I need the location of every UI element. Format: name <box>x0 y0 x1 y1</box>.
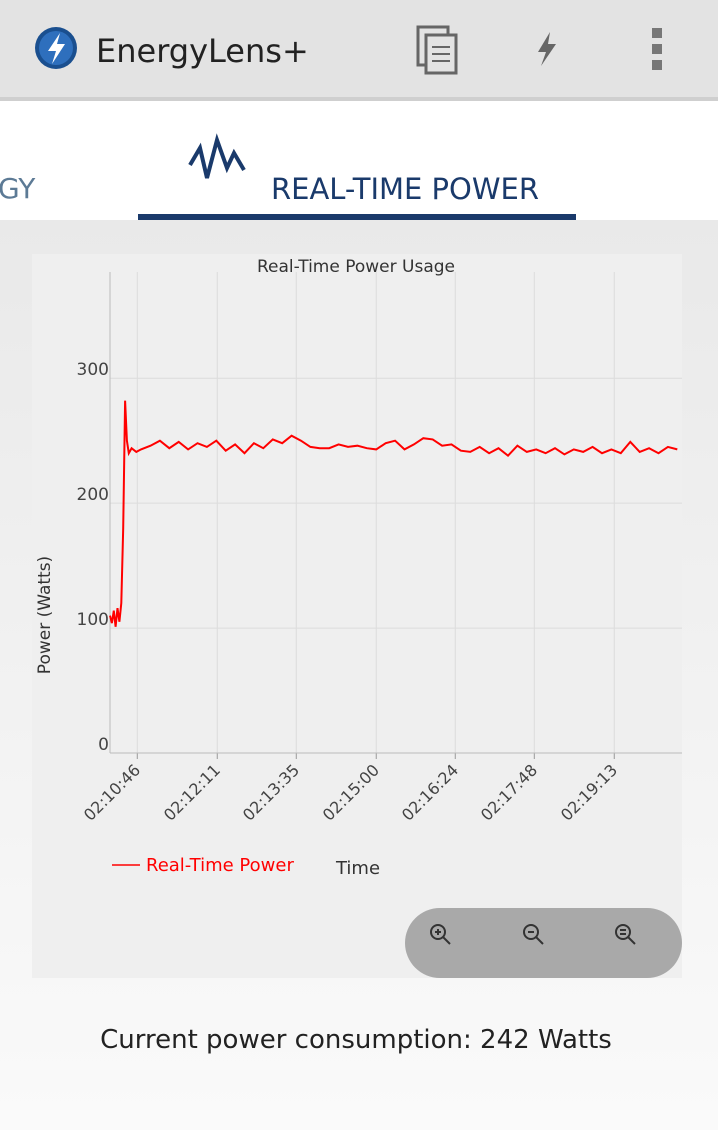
tab-indicator <box>138 214 576 220</box>
zoom-in[interactable] <box>430 924 451 945</box>
copy-button[interactable] <box>416 25 458 75</box>
app-bar <box>0 0 718 97</box>
y-tick-label: 100 <box>77 610 109 630</box>
zoom-bar <box>405 908 682 978</box>
chart-panel <box>32 254 682 978</box>
zoom-reset[interactable] <box>615 924 636 945</box>
zoom-out[interactable] <box>523 924 544 945</box>
x-axis-label: Time <box>335 858 380 879</box>
zoom-controls <box>405 908 682 978</box>
app-bar-shadow <box>0 97 718 101</box>
status-text: Current power consumption: 242 Watts <box>100 1025 612 1055</box>
tab-active[interactable]: REAL-TIME POWER <box>271 172 539 206</box>
data-line <box>109 400 678 627</box>
chart: Real-Time Power Usage Power (Watts) Time… <box>32 254 682 978</box>
app-title: EnergyLens+ <box>96 32 309 70</box>
tab-previous[interactable]: GY <box>0 172 36 205</box>
overflow-menu[interactable] <box>652 28 662 70</box>
chart-title: Real-Time Power Usage <box>257 257 455 277</box>
app-icon[interactable] <box>35 27 77 69</box>
y-tick-label: 0 <box>98 735 109 755</box>
power-button[interactable] <box>538 32 556 66</box>
y-axis-label: Power (Watts) <box>35 556 55 674</box>
y-tick-label: 200 <box>77 485 109 505</box>
y-tick-label: 300 <box>77 360 109 380</box>
legend-label: Real-Time Power <box>146 855 294 876</box>
tab-icon <box>188 133 246 179</box>
